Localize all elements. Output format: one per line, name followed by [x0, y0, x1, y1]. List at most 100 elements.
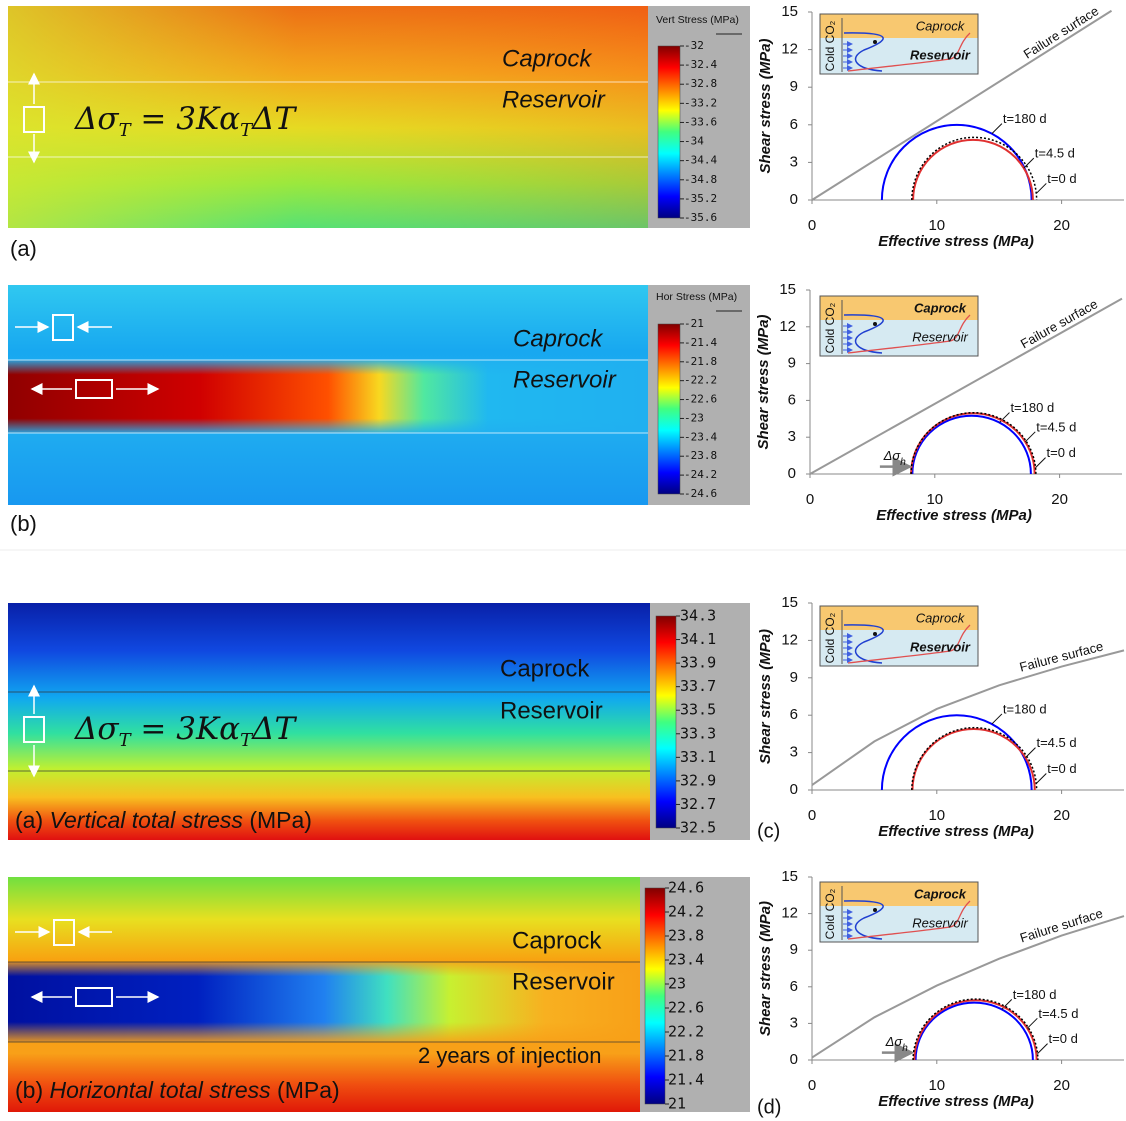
- equation-part: Δσ: [74, 711, 119, 747]
- inset-frame: [819, 881, 979, 943]
- caption-part: Vertical total stress: [50, 807, 244, 833]
- mohr-circle: [911, 414, 1032, 475]
- caption-part: (MPa): [243, 807, 312, 833]
- x-axis-title: Effective stress (MPa): [878, 233, 1034, 250]
- colorbar-tick-label: 34.3: [680, 607, 716, 625]
- colorbar-tick-label: 32.5: [680, 819, 716, 837]
- layer-label: Reservoir: [513, 366, 617, 393]
- inset-label: Caprock: [914, 300, 967, 315]
- colorbar-tick-label: -21: [684, 317, 704, 330]
- equation-part: T: [240, 120, 254, 141]
- y-tick-label: 12: [781, 905, 798, 922]
- colorbar-tick-label: -24.2: [684, 468, 717, 481]
- colorbar-tick-label: -21.4: [684, 336, 717, 349]
- legend-label: t=0 d: [1047, 761, 1076, 776]
- inset-curve: [843, 900, 884, 940]
- inset-caprock: [820, 14, 978, 38]
- legend-label: t=0 d: [1047, 171, 1076, 186]
- colorbar-tick-label: 32.9: [680, 771, 716, 789]
- colorbar-tick-label: 33.3: [680, 724, 716, 742]
- field-b: [8, 285, 648, 505]
- legend-label: t=180 d: [1003, 701, 1047, 716]
- panel-label: (b): [10, 511, 37, 536]
- colorbar-tick-label: -32: [684, 39, 704, 52]
- colorbar-tick-label: 22.2: [668, 1023, 704, 1041]
- equation: ΔσT = 3KαTΔT: [74, 101, 297, 141]
- failure-label: Failure surface: [1018, 638, 1105, 674]
- annotation-part: h: [900, 457, 906, 468]
- colorbar-tick-label: 24.2: [668, 903, 704, 921]
- inset-dot: [873, 908, 877, 912]
- y-tick-label: 15: [781, 868, 798, 885]
- leader: [1035, 183, 1047, 194]
- colorbar: [657, 323, 681, 495]
- x-tick-label: 10: [928, 1077, 945, 1094]
- inset-curve: [843, 624, 884, 664]
- colorbar-tick-label: -33.2: [684, 96, 717, 109]
- x-tick-label: 20: [1053, 1077, 1070, 1094]
- colorbar-tick-label: 33.7: [680, 677, 716, 695]
- equation-part: Δσ: [74, 101, 119, 137]
- inset-frame: [819, 605, 979, 667]
- inset-dot: [873, 322, 877, 326]
- layer-label: Reservoir: [502, 86, 606, 113]
- inset-dot: [873, 632, 877, 636]
- x-axis-title: Effective stress (MPa): [878, 823, 1034, 840]
- annotation-part: h: [902, 1043, 908, 1054]
- equation: ΔσT = 3KαTΔT: [74, 711, 297, 751]
- y-axis-title: Shear stress (MPa): [757, 901, 774, 1036]
- inset-label: Reservoir: [910, 639, 971, 654]
- panel-label: (a): [10, 236, 37, 261]
- x-tick-label: 10: [928, 217, 945, 234]
- failure-envelope: [811, 915, 1125, 1059]
- inset-label: Reservoir: [910, 47, 971, 62]
- equation-part: T: [240, 730, 254, 751]
- y-tick-label: 0: [788, 465, 796, 482]
- y-tick-label: 12: [779, 318, 796, 335]
- equation-part: = 3Kα: [131, 711, 241, 747]
- colorbar-title: Hor Stress (MPa): [656, 291, 737, 303]
- y-tick-label: 0: [790, 191, 798, 208]
- leader: [991, 713, 1003, 725]
- layer-label: Caprock: [502, 45, 593, 72]
- y-tick-label: 9: [790, 941, 798, 958]
- annotation-part: Δσ: [885, 1034, 904, 1049]
- y-tick-label: 15: [781, 594, 798, 611]
- layer-label: Reservoir: [500, 697, 603, 724]
- mohr-circle: [912, 138, 1034, 201]
- layer-label: Caprock: [512, 927, 602, 954]
- colorbar-title: Vert Stress (MPa): [656, 14, 739, 26]
- annotation: Δσh: [883, 448, 907, 468]
- legend-label: t=180 d: [1003, 111, 1047, 126]
- x-tick-label: 0: [808, 1077, 816, 1094]
- leader: [1035, 457, 1046, 468]
- failure-envelope: [811, 9, 1113, 201]
- leader: [1037, 1043, 1048, 1054]
- y-tick-label: 0: [790, 781, 798, 798]
- inset: Caprock Reservoir Cold CO₂: [819, 13, 979, 75]
- colorbar-tick-label: -33.6: [684, 115, 717, 128]
- panel-label: (d): [757, 1096, 781, 1118]
- inset-caprock: [820, 606, 978, 630]
- inset-dot: [873, 40, 877, 44]
- caption-part: (a): [15, 807, 50, 833]
- legend-label: t=0 d: [1049, 1031, 1078, 1046]
- x-tick-label: 0: [808, 807, 816, 824]
- legend-label: t=180 d: [1010, 400, 1054, 415]
- y-tick-label: 15: [779, 281, 796, 298]
- leader: [1024, 431, 1036, 443]
- colorbar: [657, 45, 681, 219]
- inset-label: Cold CO₂: [823, 888, 837, 939]
- caption: (a) Vertical total stress (MPa): [15, 807, 312, 833]
- mohr-circle: [914, 1001, 1034, 1061]
- colorbar-tick-label: -23.4: [684, 430, 717, 443]
- y-tick-label: 3: [790, 744, 798, 761]
- mohr-circle: [880, 714, 1033, 791]
- y-tick-label: 0: [790, 1051, 798, 1068]
- mohr-circle: [910, 411, 1037, 475]
- y-tick-label: 6: [790, 116, 798, 133]
- x-tick-label: 0: [806, 491, 814, 508]
- equation-part: T: [119, 120, 133, 141]
- colorbar-tick-label: -22.2: [684, 374, 717, 387]
- inset-label: Caprock: [916, 610, 966, 625]
